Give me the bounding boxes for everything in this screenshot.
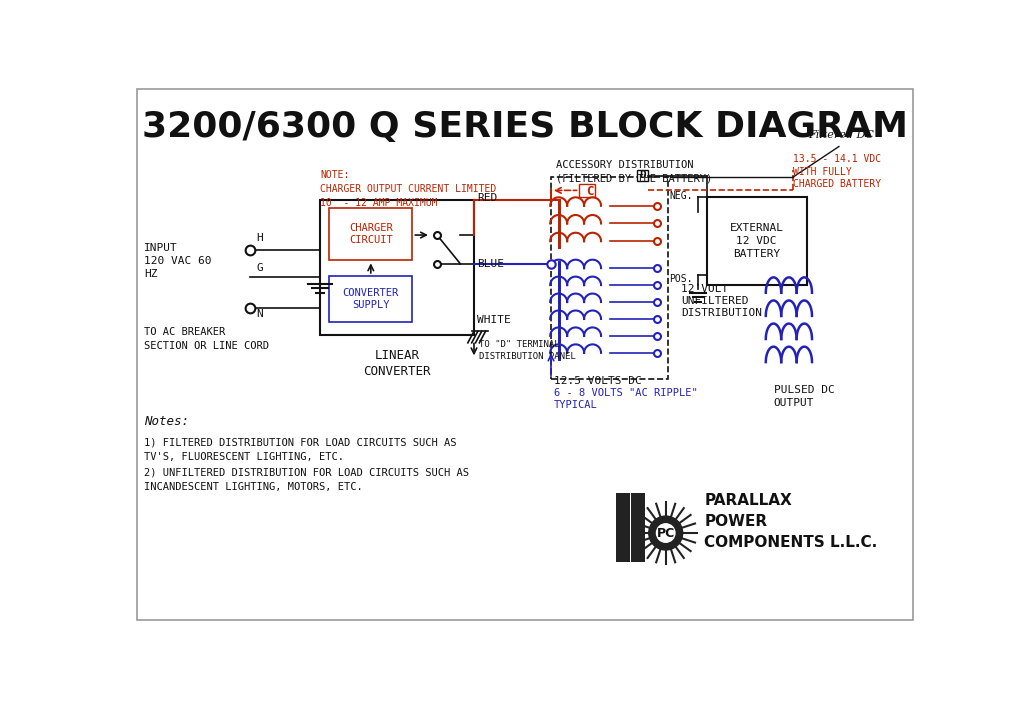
Text: INPUT
120 VAC 60
HZ: INPUT 120 VAC 60 HZ xyxy=(144,243,212,279)
FancyBboxPatch shape xyxy=(330,276,413,322)
Text: LINEAR
CONVERTER: LINEAR CONVERTER xyxy=(364,349,431,378)
Text: 3200/6300 Q SERIES BLOCK DIAGRAM: 3200/6300 Q SERIES BLOCK DIAGRAM xyxy=(141,110,908,144)
Text: Filtered DC: Filtered DC xyxy=(808,130,874,140)
Text: NEG.: NEG. xyxy=(670,191,693,200)
Text: PARALLAX
POWER
COMPONENTS L.L.C.: PARALLAX POWER COMPONENTS L.L.C. xyxy=(705,493,878,550)
Text: D: D xyxy=(639,170,646,180)
Text: ACCESSORY DISTRIBUTION
(FILTERED BY THE BATTERY): ACCESSORY DISTRIBUTION (FILTERED BY THE … xyxy=(556,161,712,184)
Text: PC: PC xyxy=(656,526,675,540)
FancyBboxPatch shape xyxy=(551,177,668,379)
Text: WHITE: WHITE xyxy=(477,315,511,325)
FancyBboxPatch shape xyxy=(330,208,413,261)
FancyBboxPatch shape xyxy=(137,89,912,620)
Text: TYPICAL: TYPICAL xyxy=(554,400,598,410)
FancyBboxPatch shape xyxy=(637,170,648,181)
Text: 6 - 8 VOLTS "AC RIPPLE": 6 - 8 VOLTS "AC RIPPLE" xyxy=(554,388,697,398)
FancyBboxPatch shape xyxy=(319,200,474,335)
Circle shape xyxy=(649,516,683,550)
FancyBboxPatch shape xyxy=(580,184,595,197)
Text: POS.: POS. xyxy=(670,274,693,284)
Text: 12 VOLT
UNFILTERED
DISTRIBUTION: 12 VOLT UNFILTERED DISTRIBUTION xyxy=(681,283,762,318)
Text: 1) FILTERED DISTRIBUTION FOR LOAD CIRCUITS SUCH AS
TV'S, FLUORESCENT LIGHTING, E: 1) FILTERED DISTRIBUTION FOR LOAD CIRCUI… xyxy=(144,437,469,492)
Text: NOTE:
CHARGER OUTPUT CURRENT LIMITED
10  - 12 AMP MAXIMUM: NOTE: CHARGER OUTPUT CURRENT LIMITED 10 … xyxy=(319,170,497,207)
Circle shape xyxy=(656,524,675,543)
Text: H: H xyxy=(256,233,263,243)
Text: N: N xyxy=(256,309,263,320)
Text: 13.5 - 14.1 VDC
WITH FULLY
CHARGED BATTERY: 13.5 - 14.1 VDC WITH FULLY CHARGED BATTE… xyxy=(793,154,881,189)
Text: TO "D" TERMINAL
DISTRIBUTION PANEL: TO "D" TERMINAL DISTRIBUTION PANEL xyxy=(478,341,575,360)
Text: CHARGER
CIRCUIT: CHARGER CIRCUIT xyxy=(349,223,392,245)
Text: 12.5 VOLTS DC: 12.5 VOLTS DC xyxy=(554,376,642,386)
Text: RED: RED xyxy=(477,193,498,203)
Text: BLUE: BLUE xyxy=(477,259,504,268)
FancyBboxPatch shape xyxy=(631,493,645,562)
FancyBboxPatch shape xyxy=(615,493,630,562)
Text: TO AC BREAKER
SECTION OR LINE CORD: TO AC BREAKER SECTION OR LINE CORD xyxy=(144,327,269,350)
Text: CONVERTER
SUPPLY: CONVERTER SUPPLY xyxy=(343,287,399,310)
Text: EXTERNAL
12 VDC
BATTERY: EXTERNAL 12 VDC BATTERY xyxy=(729,223,783,259)
Text: C: C xyxy=(586,184,593,198)
FancyBboxPatch shape xyxy=(707,196,807,285)
Text: Notes:: Notes: xyxy=(144,415,189,428)
Text: PULSED DC
OUTPUT: PULSED DC OUTPUT xyxy=(773,385,835,407)
Text: G: G xyxy=(257,264,263,273)
